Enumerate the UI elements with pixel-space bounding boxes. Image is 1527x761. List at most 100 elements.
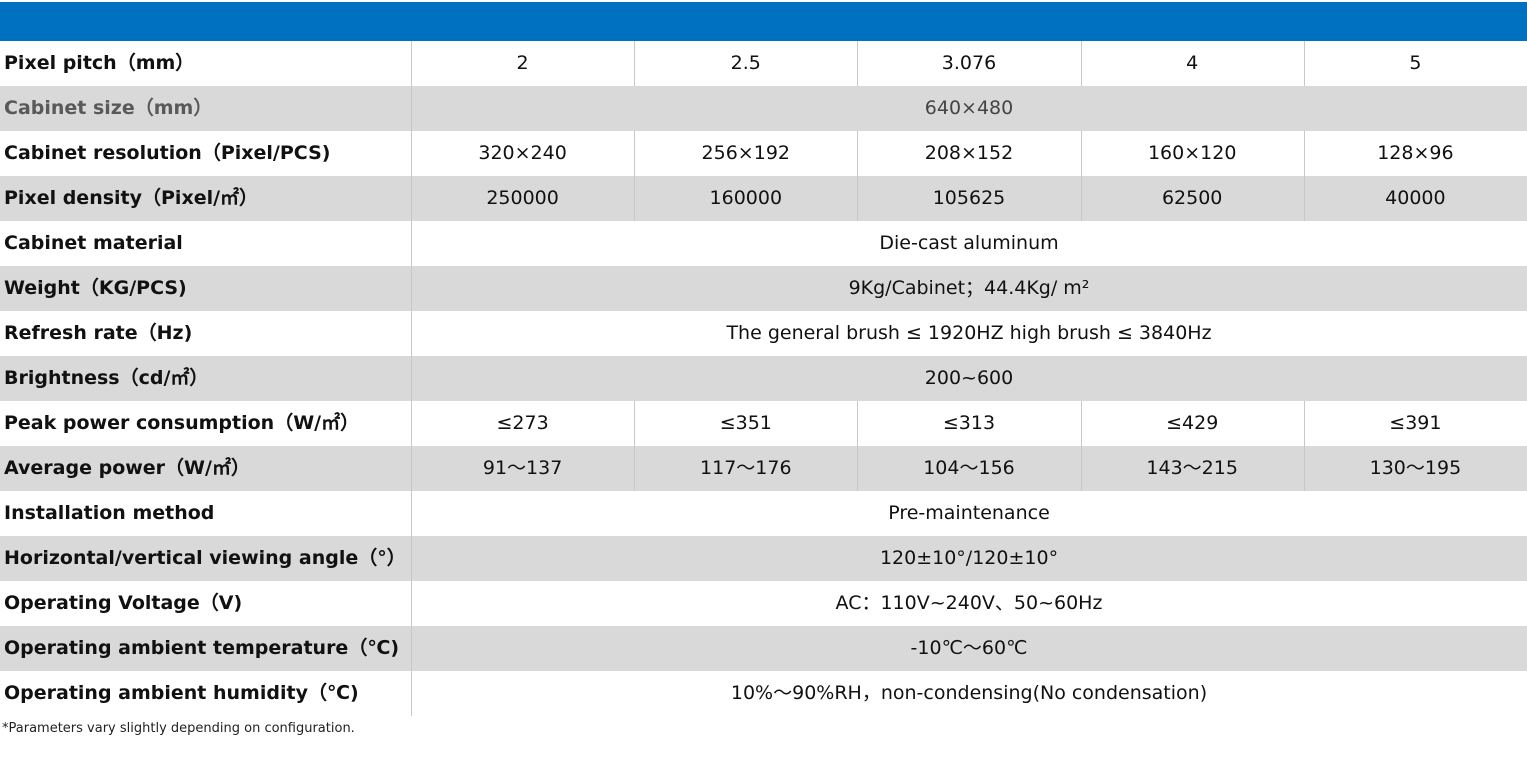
value-cell: 4	[1186, 52, 1199, 74]
table-row: Operating ambient temperature（℃) -10℃～60℃	[0, 626, 1527, 671]
column-divider	[634, 41, 636, 86]
value-cell: 2	[516, 52, 529, 74]
row-label: Pixel density（Pixel/㎡）	[4, 187, 259, 209]
value-cell: Die-cast aluminum	[879, 232, 1059, 254]
column-divider	[1080, 41, 1082, 86]
column-divider	[411, 491, 412, 536]
value-cell: 117～176	[700, 457, 792, 479]
value-cell: -10℃～60℃	[910, 637, 1028, 659]
column-divider	[857, 41, 859, 86]
table-row: Installation method Pre-maintenance	[0, 491, 1527, 536]
column-divider	[411, 671, 412, 716]
column-divider	[1303, 41, 1305, 86]
table-row: Weight（KG/PCS) 9Kg/Cabinet；44.4Kg/ m²	[0, 266, 1527, 311]
column-divider	[1080, 131, 1082, 176]
value-cell: 256×192	[701, 142, 790, 164]
column-divider	[411, 266, 412, 311]
row-label: Horizontal/vertical viewing angle（°）	[4, 547, 406, 569]
column-divider	[634, 401, 636, 446]
column-divider	[411, 626, 412, 671]
value-cell: AC：110V~240V、50~60Hz	[835, 592, 1103, 614]
value-cell: 640×480	[924, 97, 1014, 119]
column-divider	[411, 581, 412, 626]
value-cell: 3.076	[941, 52, 997, 74]
value-cell: 120±10°/120±10°	[879, 547, 1059, 569]
column-divider	[857, 131, 859, 176]
column-divider	[411, 221, 412, 266]
value-cell: ≤313	[942, 412, 996, 434]
footnote: *Parameters vary slightly depending on c…	[2, 721, 355, 736]
value-cell: Pre-maintenance	[888, 502, 1050, 524]
row-label: Peak power consumption（W/㎡）	[4, 412, 360, 434]
row-label: Cabinet material	[4, 232, 183, 254]
column-divider	[411, 311, 412, 356]
table-row: Brightness（cd/㎡） 200~600	[0, 356, 1527, 401]
row-label: Average power（W/㎡）	[4, 457, 250, 479]
value-cell: ≤273	[496, 412, 549, 434]
value-cell: ≤391	[1389, 412, 1442, 434]
row-label: Cabinet resolution（Pixel/PCS)	[4, 142, 331, 164]
value-cell: 62500	[1161, 187, 1223, 209]
column-divider	[411, 86, 412, 131]
value-cell: 9Kg/Cabinet；44.4Kg/ m²	[848, 277, 1090, 299]
table-row: Cabinet material Die-cast aluminum	[0, 221, 1527, 266]
table-row: Peak power consumption（W/㎡） ≤273 ≤351 ≤313 ≤…	[0, 401, 1527, 446]
column-divider	[411, 401, 412, 446]
column-divider	[1303, 446, 1305, 491]
table-row: Cabinet size（mm） 640×480	[0, 86, 1527, 131]
table-row: Operating ambient humidity（℃) 10%～90%RH，n…	[0, 671, 1527, 716]
column-divider	[411, 41, 412, 86]
column-divider	[411, 356, 412, 401]
column-divider	[857, 176, 859, 221]
table-row: Cabinet resolution（Pixel/PCS) 320×240 256×…	[0, 131, 1527, 176]
header-bar	[0, 2, 1527, 41]
value-cell: 104～156	[923, 457, 1015, 479]
value-cell: ≤429	[1166, 412, 1219, 434]
value-cell: ≤351	[719, 412, 772, 434]
column-divider	[411, 131, 412, 176]
table-row: Refresh rate（Hz) The general brush ≤ 1920…	[0, 311, 1527, 356]
value-cell: 2.5	[730, 52, 761, 74]
value-cell: 130～195	[1369, 457, 1462, 479]
value-cell: The general brush ≤ 1920HZ high brush ≤ …	[726, 322, 1212, 344]
value-cell: 200~600	[924, 367, 1014, 389]
column-divider	[634, 446, 636, 491]
column-divider	[411, 176, 412, 221]
row-label: Operating ambient temperature（℃)	[4, 637, 400, 659]
column-divider	[634, 176, 636, 221]
table-row: Pixel density（Pixel/㎡） 250000 160000 105625…	[0, 176, 1527, 221]
column-divider	[634, 131, 636, 176]
table-row: Average power（W/㎡） 91～137 117～176 104～156 14…	[0, 446, 1527, 491]
row-label: Brightness（cd/㎡）	[4, 367, 209, 389]
table-row: Pixel pitch（mm） 2 2.5 3.076 4 5	[0, 41, 1527, 86]
value-cell: 160×120	[1147, 142, 1237, 164]
column-divider	[1080, 401, 1082, 446]
column-divider	[411, 446, 412, 491]
column-divider	[411, 536, 412, 581]
value-cell: 128×96	[1377, 142, 1454, 164]
column-divider	[1303, 176, 1305, 221]
value-cell: 208×152	[924, 142, 1014, 164]
row-label: Weight（KG/PCS)	[4, 277, 187, 299]
column-divider	[1303, 401, 1305, 446]
row-label: Installation method	[4, 502, 215, 524]
value-cell: 10%～90%RH，non-condensing(No condensation…	[730, 682, 1208, 704]
value-cell: 160000	[709, 187, 783, 209]
column-divider	[857, 446, 859, 491]
value-cell: 40000	[1385, 187, 1446, 209]
row-label: Operating ambient humidity（℃)	[4, 682, 359, 704]
column-divider	[1303, 131, 1305, 176]
table-row: Horizontal/vertical viewing angle（°） 120±…	[0, 536, 1527, 581]
row-label: Cabinet size（mm）	[4, 97, 213, 119]
column-divider	[1080, 446, 1082, 491]
value-cell: 143～215	[1146, 457, 1238, 479]
row-label: Refresh rate（Hz)	[4, 322, 193, 344]
value-cell: 91～137	[482, 457, 563, 479]
row-label: Pixel pitch（mm）	[4, 52, 195, 74]
column-divider	[857, 401, 859, 446]
table-row: Operating Voltage（V) AC：110V~240V、50~60Hz	[0, 581, 1527, 626]
value-cell: 105625	[932, 187, 1006, 209]
value-cell: 320×240	[478, 142, 567, 164]
value-cell: 250000	[486, 187, 559, 209]
